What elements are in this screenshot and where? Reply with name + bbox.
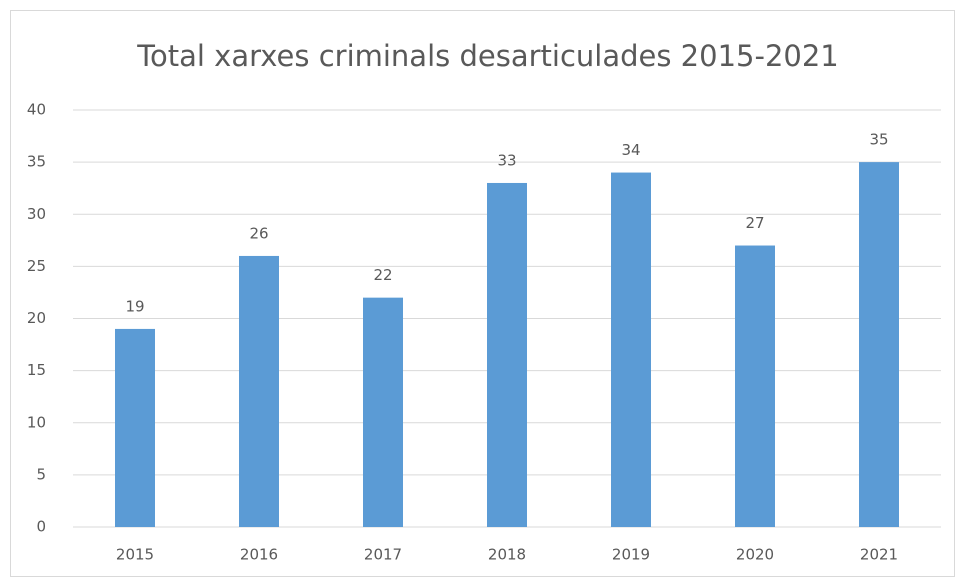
x-tick-label: 2020 [736,546,774,564]
x-tick-label: 2015 [116,546,154,564]
bar [115,328,155,527]
y-tick-label: 0 [36,518,46,536]
data-label: 22 [373,266,392,284]
chart-title: Total xarxes criminals desarticulades 20… [136,39,839,73]
data-label: 35 [869,131,888,149]
data-label: 34 [621,141,640,159]
y-tick-label: 25 [27,257,46,275]
x-tick-label: 2019 [612,546,650,564]
bar [363,297,403,527]
bar [487,182,527,527]
data-label: 33 [497,151,516,169]
x-tick-label: 2017 [364,546,402,564]
bar [239,255,279,527]
data-label: 27 [745,214,764,232]
data-label: 19 [125,297,144,315]
y-tick-label: 15 [27,361,46,379]
x-tick-label: 2016 [240,546,278,564]
y-tick-label: 10 [27,413,46,431]
bar [735,245,775,527]
y-tick-label: 20 [27,309,46,327]
y-tick-label: 5 [36,465,46,483]
x-tick-label: 2021 [860,546,898,564]
x-tick-label: 2018 [488,546,526,564]
y-tick-label: 35 [27,153,46,171]
bar [611,172,651,528]
chart-frame [10,10,955,577]
y-tick-label: 30 [27,205,46,223]
data-label: 26 [249,224,268,242]
y-tick-label: 40 [27,101,46,119]
bar [859,162,899,527]
